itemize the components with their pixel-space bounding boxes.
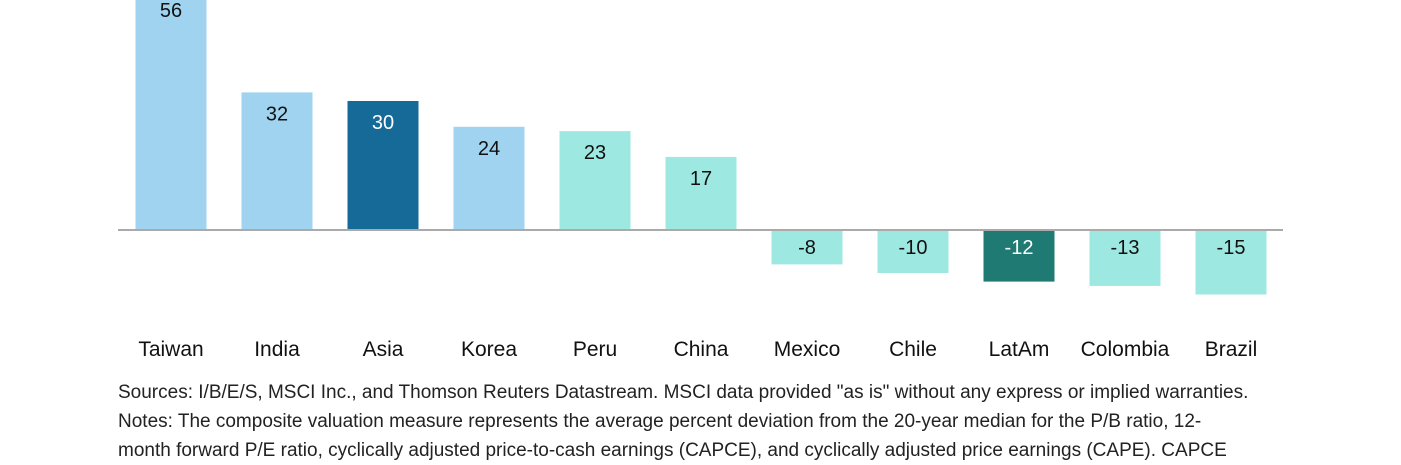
category-label-taiwan: Taiwan [138, 338, 203, 361]
category-label-peru: Peru [573, 338, 617, 361]
data-label-peru: 23 [584, 142, 606, 164]
data-label-mexico: -8 [798, 237, 816, 259]
sources-text: Sources: I/B/E/S, MSCI Inc., and Thomson… [118, 382, 1249, 403]
bar-peru [559, 131, 631, 230]
category-label-korea: Korea [461, 338, 517, 361]
data-label-china: 17 [690, 168, 712, 190]
category-label-latam: LatAm [989, 338, 1050, 361]
data-label-chile: -10 [899, 237, 928, 259]
bar-asia [347, 101, 419, 230]
category-label-asia: Asia [363, 338, 404, 361]
category-label-colombia: Colombia [1081, 338, 1170, 361]
chart-container: 56 Taiwan 32 India 30 Asia 24 Korea 23 Peru 17 Chin… [118, 0, 1283, 461]
data-label-india: 32 [266, 103, 288, 125]
data-label-colombia: -13 [1111, 237, 1140, 259]
category-label-mexico: Mexico [774, 338, 841, 361]
bar-colombia [1089, 230, 1161, 286]
data-label-brazil: -15 [1217, 237, 1246, 259]
bars-layer [135, 0, 1267, 295]
chart-notes: Sources: I/B/E/S, MSCI Inc., and Thomson… [118, 378, 1388, 465]
category-label-chile: Chile [889, 338, 937, 361]
bar-korea [453, 126, 525, 230]
category-label-china: China [674, 338, 729, 361]
category-label-brazil: Brazil [1205, 338, 1258, 361]
category-label-india: India [254, 338, 300, 361]
data-label-latam: -12 [1005, 237, 1034, 259]
bar-china [665, 156, 737, 230]
notes-text-line-2: month forward P/E ratio, cyclically adju… [118, 440, 1227, 461]
data-label-korea: 24 [478, 138, 500, 160]
data-label-asia: 30 [372, 112, 394, 134]
bar-india [241, 92, 313, 231]
notes-text-line-1: Notes: The composite valuation measure r… [118, 411, 1202, 432]
bar-mexico [771, 230, 843, 265]
labels-layer: 56 Taiwan 32 India 30 Asia 24 Korea 23 Peru 17 Chin… [138, 0, 1257, 361]
bar-brazil [1195, 230, 1267, 295]
bar-latam [983, 230, 1055, 282]
bar-chart: 56 Taiwan 32 India 30 Asia 24 Korea 23 Peru 17 Chin… [118, 0, 1283, 361]
bar-taiwan [135, 0, 207, 231]
data-label-taiwan: 56 [160, 0, 182, 22]
bar-chile [877, 230, 949, 273]
